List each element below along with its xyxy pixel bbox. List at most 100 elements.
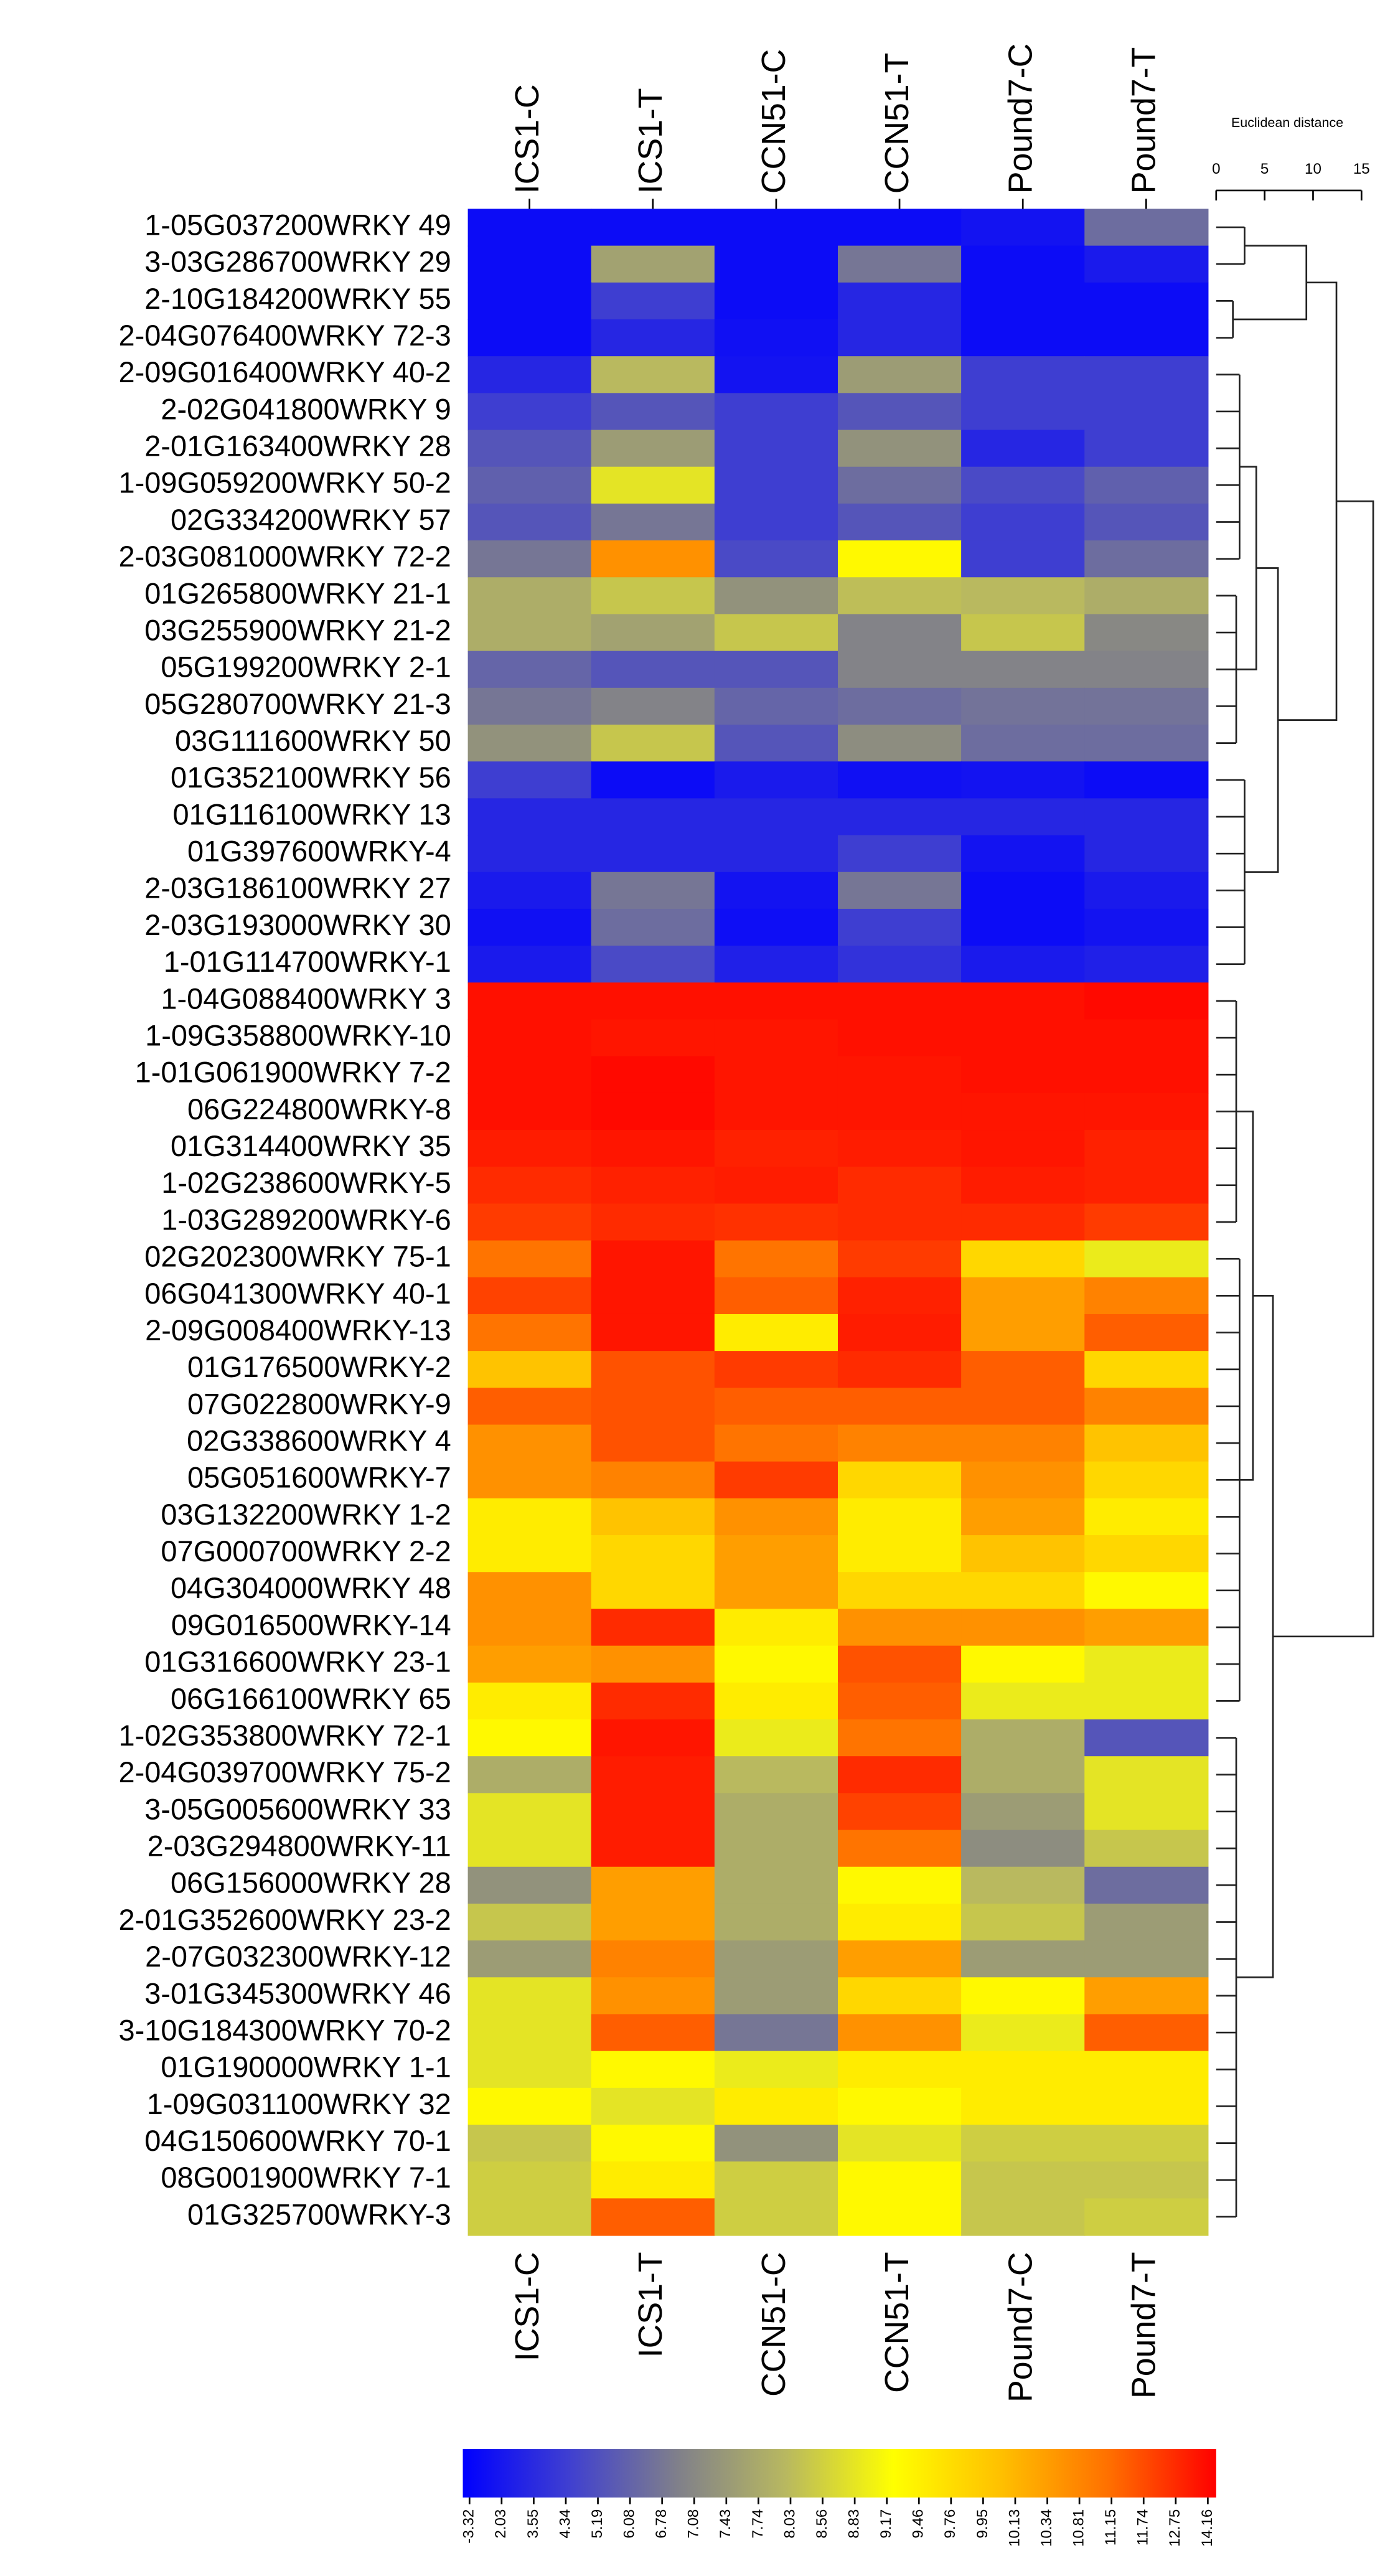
heatmap-cell [961,761,1086,799]
heatmap-cell [591,1756,715,1794]
heatmap-cell [467,1866,592,1904]
heatmap-cell [714,503,839,542]
heatmap-cell [1084,1424,1209,1462]
dendrogram-axis-tick-label: 5 [1260,161,1269,177]
heatmap-cell [837,1498,962,1536]
heatmap-cell [591,651,715,689]
row-label: 2-03G193000WRKY 30 [144,908,451,941]
row-label: 01G176500WRKY-2 [187,1350,451,1383]
heatmap-cell [714,761,839,799]
heatmap-cell [837,2161,962,2199]
heatmap-cell [961,1093,1086,1131]
heatmap-cell [837,761,962,799]
heatmap-cell [714,1572,839,1610]
heatmap-cell [837,1645,962,1683]
dendrogram-branch [1216,1737,1237,2218]
heatmap-cell [837,1277,962,1315]
heatmap-cell [591,503,715,542]
heatmap-cell [467,1056,592,1094]
heatmap-cell [837,651,962,689]
heatmap-cell [1084,1167,1209,1205]
row-label: 09G016500WRKY-14 [171,1608,451,1641]
heatmap-cell [467,466,592,504]
heatmap-cell [714,1940,839,1978]
heatmap-cell [961,1167,1086,1205]
row-label: 01G397600WRKY-4 [187,835,451,868]
row-label: 08G001900WRKY 7-1 [161,2161,451,2194]
dendrogram-axis-label: Euclidean distance [1231,115,1343,130]
heatmap-cell [467,2087,592,2126]
heatmap-cell [714,1609,839,1647]
heatmap-cell [591,356,715,394]
heatmap-cell [1084,503,1209,542]
heatmap-cell [467,577,592,615]
heatmap-cell [467,1093,592,1131]
row-label: 1-05G037200WRKY 49 [144,208,451,241]
heatmap-cell [1084,1130,1209,1168]
row-label: 02G202300WRKY 75-1 [144,1240,451,1273]
row-label: 06G156000WRKY 28 [171,1866,451,1899]
colorbar-tick-label: 7.43 [717,2509,734,2539]
heatmap-cell [714,946,839,984]
heatmap-cell [591,872,715,910]
heatmap-cell [837,687,962,726]
heatmap-cell [591,1977,715,2015]
heatmap-cell [591,2014,715,2052]
row-label: 02G334200WRKY 57 [171,503,451,536]
heatmap-cell [714,1351,839,1389]
heatmap-cell [467,393,592,431]
row-label: 01G316600WRKY 23-1 [144,1645,451,1678]
heatmap-cell [467,1388,592,1426]
heatmap-cell [1084,614,1209,652]
column-label-bottom: Pound7-T [1125,2252,1162,2399]
heatmap-cell [1084,1019,1209,1057]
heatmap-cell [1084,1314,1209,1352]
heatmap-cell [591,245,715,283]
row-label: 3-01G345300WRKY 46 [144,1977,451,2010]
heatmap-cell [591,209,715,247]
heatmap-cell [1084,1977,1209,2015]
row-label: 03G255900WRKY 21-2 [144,613,451,646]
heatmap-cell [961,466,1086,504]
heatmap-cell [837,2014,962,2052]
heatmap-cell [591,1424,715,1462]
heatmap-cell [591,1056,715,1094]
heatmap-cell [467,356,592,394]
heatmap-cell [1084,2087,1209,2126]
heatmap-cell [714,356,839,394]
row-label: 1-02G353800WRKY 72-1 [119,1719,451,1752]
column-label-bottom: CCN51-T [878,2252,916,2393]
heatmap-cell [714,1314,839,1352]
heatmap-cell [837,1793,962,1831]
dendrogram-branch [1216,300,1234,339]
heatmap-cell [1084,540,1209,578]
row-label: 06G166100WRKY 65 [171,1682,451,1715]
row-label: 1-09G358800WRKY-10 [145,1018,451,1051]
heatmap-cell [837,872,962,910]
heatmap-cell [467,209,592,247]
heatmap-cell [714,1793,839,1831]
dendrogram-axis-tick-label: 0 [1212,161,1220,177]
heatmap-cell [591,2161,715,2199]
colorbar-tick-label: 7.08 [685,2509,702,2539]
heatmap-cell [837,1130,962,1168]
heatmap-cell [591,1203,715,1241]
heatmap-cell [961,319,1086,357]
heatmap-cell [1084,1351,1209,1389]
heatmap-cell [714,1719,839,1757]
heatmap-cell [714,1388,839,1426]
heatmap-cell [714,1830,839,1868]
column-label-top: CCN51-T [878,53,916,194]
heatmap-cell [714,614,839,652]
heatmap-cell [961,1130,1086,1168]
heatmap-cell [961,2051,1086,2089]
heatmap-cell [1084,982,1209,1020]
heatmap-cell [961,1461,1086,1499]
heatmap-cell [591,1719,715,1757]
dendrogram-branch [1216,374,1241,560]
heatmap-cell [837,1240,962,1278]
heatmap-cell [591,1793,715,1831]
row-label: 07G000700WRKY 2-2 [161,1535,451,1568]
colorbar-tick-label: 10.13 [1006,2509,1023,2547]
heatmap-cell [1084,1793,1209,1831]
